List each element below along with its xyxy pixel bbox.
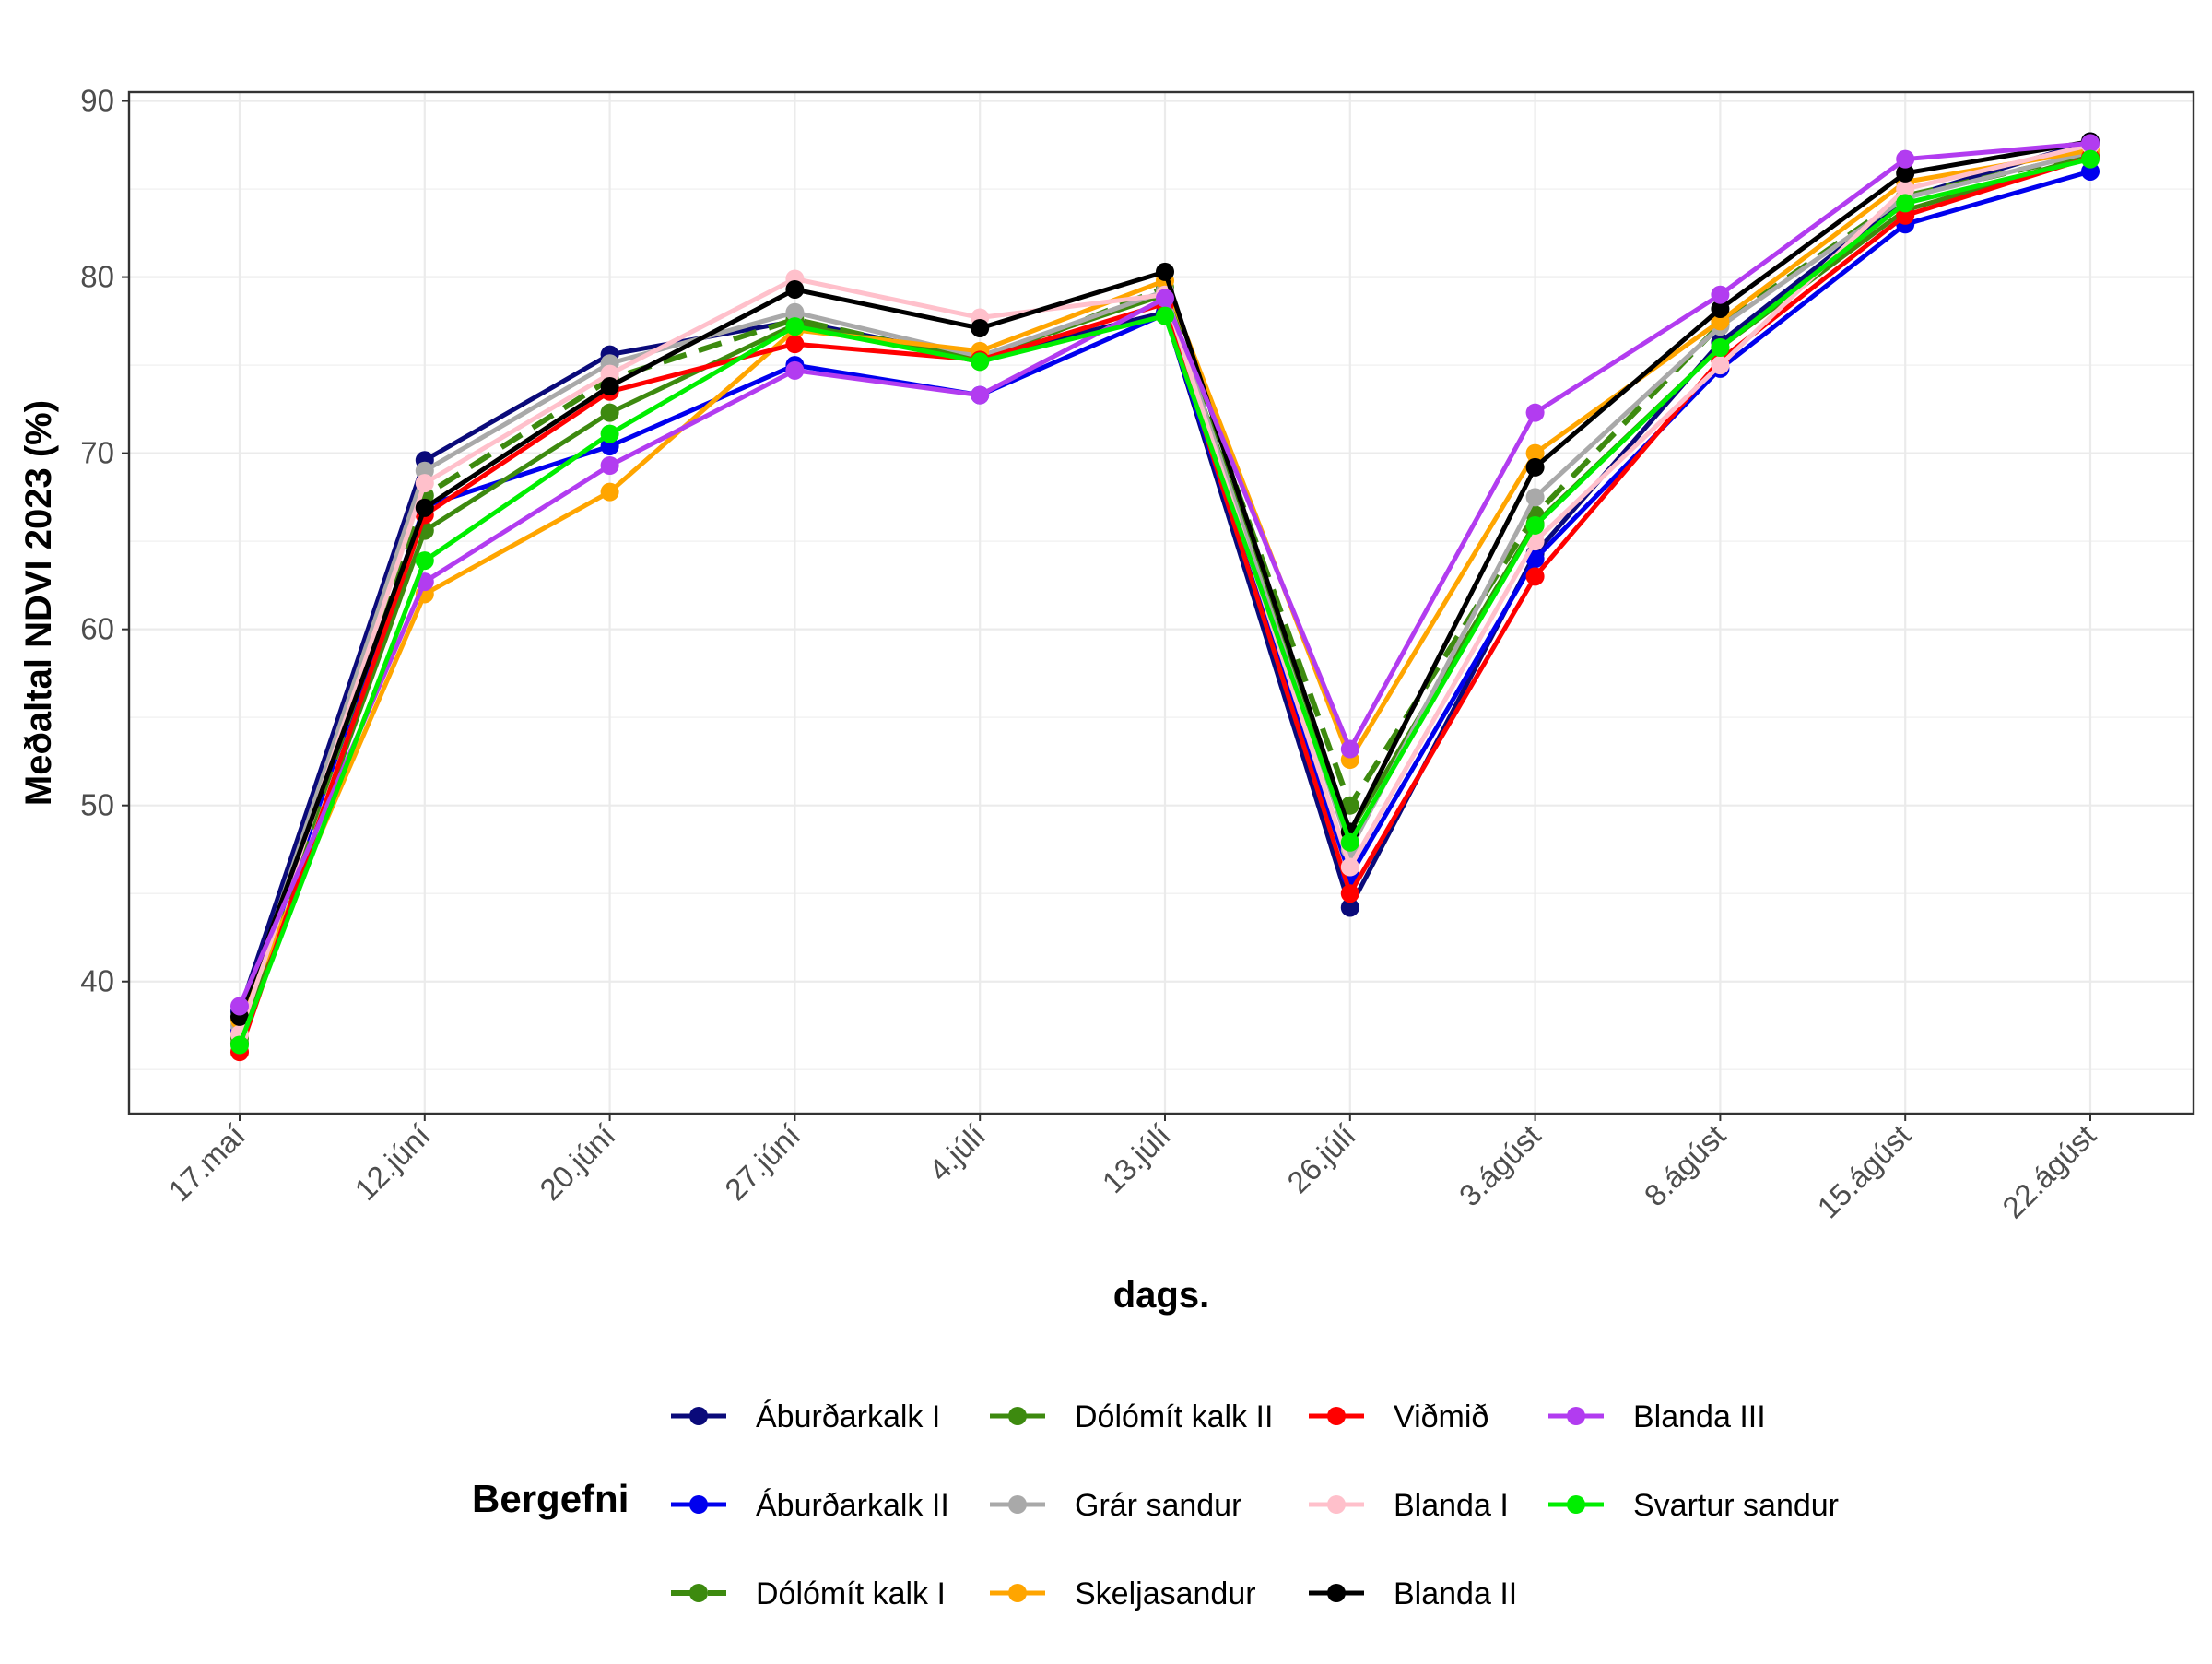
legend-key-point	[1567, 1495, 1585, 1514]
legend-item: Skeljasandur	[990, 1576, 1256, 1611]
legend-key-point	[1008, 1495, 1027, 1514]
data-point	[2081, 134, 2100, 153]
data-point	[415, 498, 434, 517]
data-point	[1340, 739, 1359, 759]
legend-title: Bergefni	[472, 1477, 629, 1520]
legend-label: Grár sandur	[1075, 1488, 1241, 1523]
data-point	[600, 403, 619, 422]
series-group	[230, 134, 2100, 1016]
data-point	[785, 279, 805, 299]
legend-label: Dólómít kalk II	[1075, 1399, 1273, 1434]
data-point	[1525, 515, 1545, 535]
data-point	[1711, 356, 1730, 375]
data-point	[785, 302, 805, 322]
legend-key-point	[1008, 1407, 1027, 1425]
legend-label: Viðmið	[1394, 1399, 1488, 1434]
legend-key-point	[689, 1584, 708, 1602]
data-point	[1156, 289, 1174, 308]
data-point	[600, 482, 619, 502]
data-point	[1525, 488, 1545, 507]
data-point	[785, 317, 805, 336]
legend-item: Blanda II	[1309, 1576, 1517, 1611]
legend-key-point	[1567, 1407, 1585, 1425]
legend-item: Dólómít kalk II	[990, 1399, 1273, 1434]
data-point	[785, 335, 805, 354]
data-point	[1340, 832, 1359, 852]
legend-label: Svartur sandur	[1633, 1488, 1839, 1523]
legend-item: Blanda I	[1309, 1488, 1509, 1523]
legend-key-point	[1008, 1584, 1027, 1602]
data-point	[1156, 306, 1174, 325]
legend-key-point	[689, 1407, 708, 1425]
data-point	[1525, 443, 1545, 463]
data-point	[600, 424, 619, 443]
data-point	[971, 318, 990, 337]
legend-key-point	[1327, 1495, 1346, 1514]
legend-label: Áburðarkalk I	[756, 1399, 940, 1434]
legend-key-point	[1327, 1584, 1346, 1602]
series-lines	[230, 132, 2100, 1062]
legend-label: Blanda III	[1633, 1399, 1766, 1434]
data-point	[1525, 567, 1545, 586]
series-group	[230, 149, 2100, 1055]
legend-item: Viðmið	[1309, 1399, 1488, 1434]
legend-label: Blanda I	[1394, 1488, 1509, 1523]
y-tick-label: 60	[80, 612, 114, 646]
data-point	[785, 360, 805, 380]
plot-panel-border	[127, 90, 2195, 1115]
legend: Bergefni Áburðarkalk I Áburðarkalk II Dóló…	[472, 1399, 1839, 1611]
data-point	[1896, 194, 1915, 213]
data-point	[1340, 898, 1359, 917]
data-point	[1896, 163, 1915, 183]
legend-item: Grár sandur	[990, 1488, 1241, 1523]
data-point	[230, 997, 249, 1016]
legend-label: Blanda II	[1394, 1576, 1517, 1611]
data-point	[2081, 149, 2100, 169]
data-point	[1711, 338, 1730, 357]
data-point	[971, 385, 990, 405]
data-point	[1896, 180, 1915, 199]
y-tick-label: 70	[80, 436, 114, 470]
data-point	[1525, 457, 1545, 477]
data-point	[1525, 403, 1545, 422]
data-point	[415, 551, 434, 571]
data-point	[1711, 299, 1730, 318]
legend-label: Dólómít kalk I	[756, 1576, 946, 1611]
data-point	[1156, 262, 1174, 281]
data-point	[1340, 857, 1359, 877]
data-point	[1711, 285, 1730, 304]
legend-label: Áburðarkalk II	[756, 1488, 949, 1523]
data-point	[971, 352, 990, 372]
legend-item: Áburðarkalk I	[671, 1399, 940, 1434]
y-tick-label: 80	[80, 260, 114, 294]
data-point	[600, 455, 619, 475]
data-point	[600, 377, 619, 396]
data-point	[1340, 796, 1359, 815]
x-axis-title: dags.	[1113, 1275, 1209, 1316]
y-tick-label: 40	[80, 964, 114, 998]
data-point	[230, 1035, 249, 1055]
legend-label: Skeljasandur	[1075, 1576, 1256, 1611]
legend-key-point	[1327, 1407, 1346, 1425]
y-axis-title: Meðaltal NDVI 2023 (%)	[18, 400, 59, 806]
legend-item: Svartur sandur	[1548, 1488, 1839, 1523]
legend-item: Áburðarkalk II	[671, 1488, 949, 1523]
data-point	[1525, 549, 1545, 569]
y-tick-label: 90	[80, 84, 114, 118]
data-point	[1896, 149, 1915, 169]
legend-item: Blanda III	[1548, 1399, 1766, 1434]
legend-key-point	[689, 1495, 708, 1514]
legend-item: Dólómít kalk I	[671, 1576, 946, 1611]
y-tick-label: 50	[80, 788, 114, 822]
data-point	[1340, 884, 1359, 903]
data-point	[415, 474, 434, 493]
